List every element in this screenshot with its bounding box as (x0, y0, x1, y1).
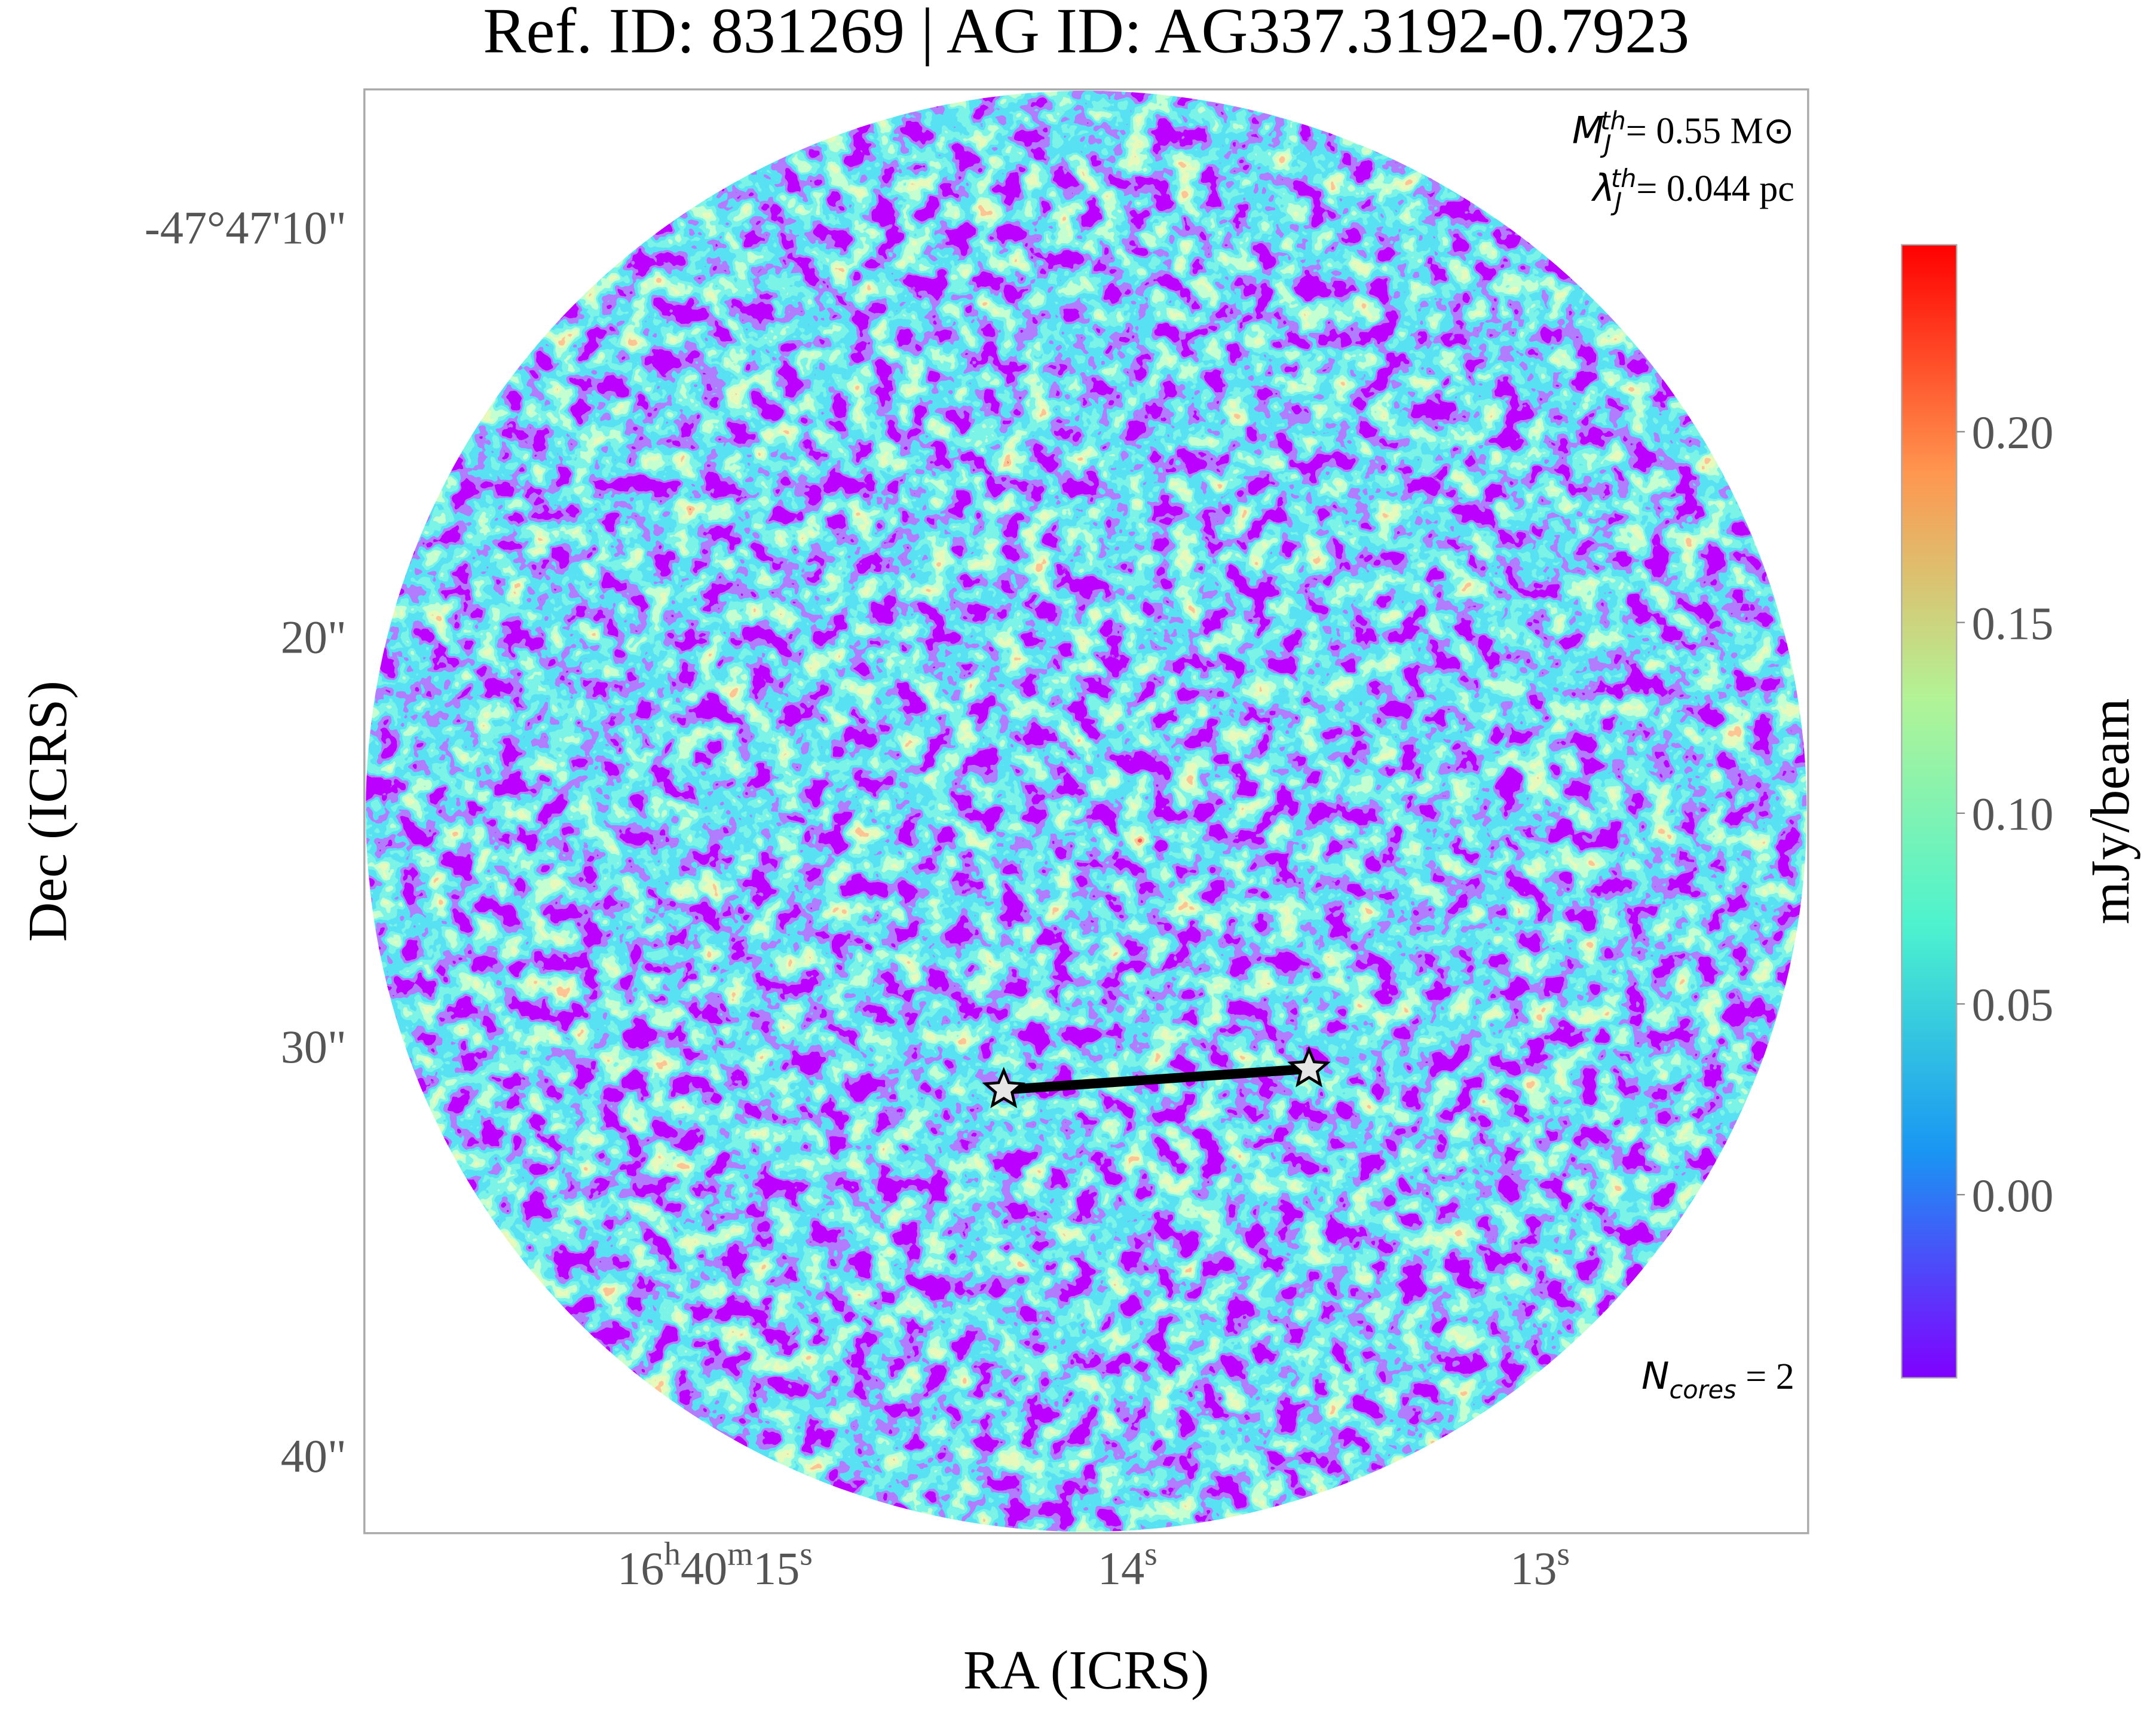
x-axis-label: RA (ICRS) (963, 1640, 1209, 1701)
colorbar-tick-label: 0.00 (1972, 1169, 2054, 1221)
x-tick-label: 14s (1098, 1536, 1157, 1594)
y-tick-label: 30" (281, 1021, 347, 1073)
annotation-symbol: M (1572, 108, 1604, 152)
annotation-symbol: N (1642, 1354, 1669, 1398)
image-area (366, 90, 1807, 1532)
colorbar-tick-label: 0.05 (1972, 979, 2054, 1031)
core-edge (1003, 1064, 1310, 1095)
y-tick-label: 20" (281, 611, 347, 663)
annotation: MJth= 0.55 M⊙ (1572, 106, 1794, 158)
colorbar-tick-label: 0.15 (1972, 597, 2054, 649)
annotation: Ncores = 2 (1642, 1354, 1794, 1404)
annotation-sup: th (1611, 164, 1636, 193)
annotation-symbol: λ (1591, 166, 1615, 210)
emission-map (366, 90, 1807, 1532)
x-tick-label: 16h40m15s (617, 1536, 813, 1594)
annotation-text: = 0.55 M⊙ (1626, 111, 1794, 151)
colorbar-tick-label: 0.10 (1972, 788, 2054, 840)
annotation-sub: cores (1670, 1376, 1737, 1404)
plot-frame (363, 88, 1809, 1535)
core-marker (1287, 1046, 1331, 1088)
y-axis-label: Dec (ICRS) (17, 681, 78, 942)
annotation-text: = 0.044 pc (1636, 169, 1794, 209)
colorbar (1901, 244, 1958, 1379)
map (366, 90, 1807, 1532)
core-marker (982, 1067, 1026, 1108)
annotation-text: = 2 (1737, 1356, 1794, 1397)
chart-title: Ref. ID: 831269 | AG ID: AG337.3192-0.79… (483, 0, 1689, 66)
annotation: λJth= 0.044 pc (1591, 164, 1794, 216)
x-tick-label: 13s (1510, 1536, 1570, 1594)
annotation-sup: th (1600, 106, 1625, 135)
overlay (982, 1046, 1331, 1108)
y-tick-label: -47°47'10" (145, 201, 347, 253)
colorbar-label: mJy/beam (2080, 699, 2140, 924)
colorbar-tick-label: 0.20 (1972, 406, 2054, 458)
y-tick-label: 40" (281, 1430, 347, 1482)
